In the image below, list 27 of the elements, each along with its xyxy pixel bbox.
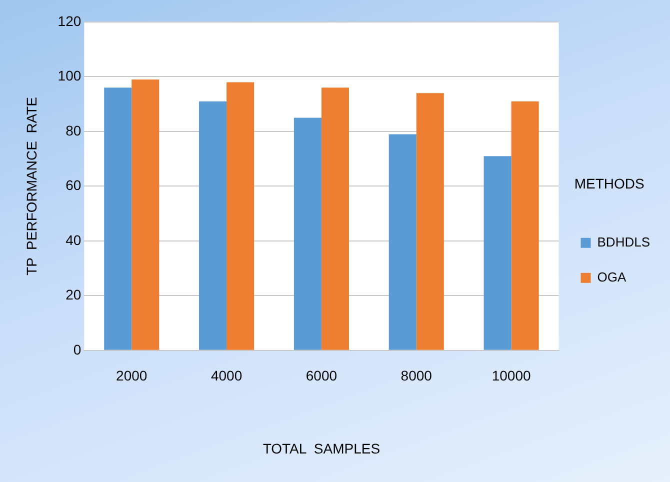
x-tick-label: 8000 <box>400 368 432 384</box>
bar <box>199 101 227 350</box>
x-tick-label: 4000 <box>210 368 242 384</box>
y-tick-label: 60 <box>66 177 82 194</box>
x-axis-title: TOTAL SAMPLES <box>262 440 380 456</box>
y-tick-label: 40 <box>66 232 82 248</box>
y-tick-label: 0 <box>73 341 82 358</box>
bar <box>416 93 444 350</box>
bar <box>484 156 512 350</box>
legend-label: BDHDLS <box>597 234 650 250</box>
bar <box>104 88 132 350</box>
bar <box>321 88 349 350</box>
x-tick-label: 10000 <box>492 368 531 384</box>
y-tick-label: 20 <box>66 286 82 303</box>
y-axis-title: TP PERFORMANCE RATE <box>23 97 40 276</box>
y-tick-label: 120 <box>58 12 82 29</box>
x-tick-label: 6000 <box>306 368 338 384</box>
y-tick-label: 100 <box>58 68 82 84</box>
bar <box>226 82 254 350</box>
legend-title: METHODS <box>574 175 644 192</box>
bar <box>388 134 416 350</box>
y-tick-label: 80 <box>66 122 82 138</box>
bar <box>132 79 160 350</box>
legend-label: OGA <box>597 269 626 284</box>
bar <box>294 118 322 350</box>
bar <box>511 101 539 350</box>
x-tick-label: 2000 <box>116 368 148 384</box>
